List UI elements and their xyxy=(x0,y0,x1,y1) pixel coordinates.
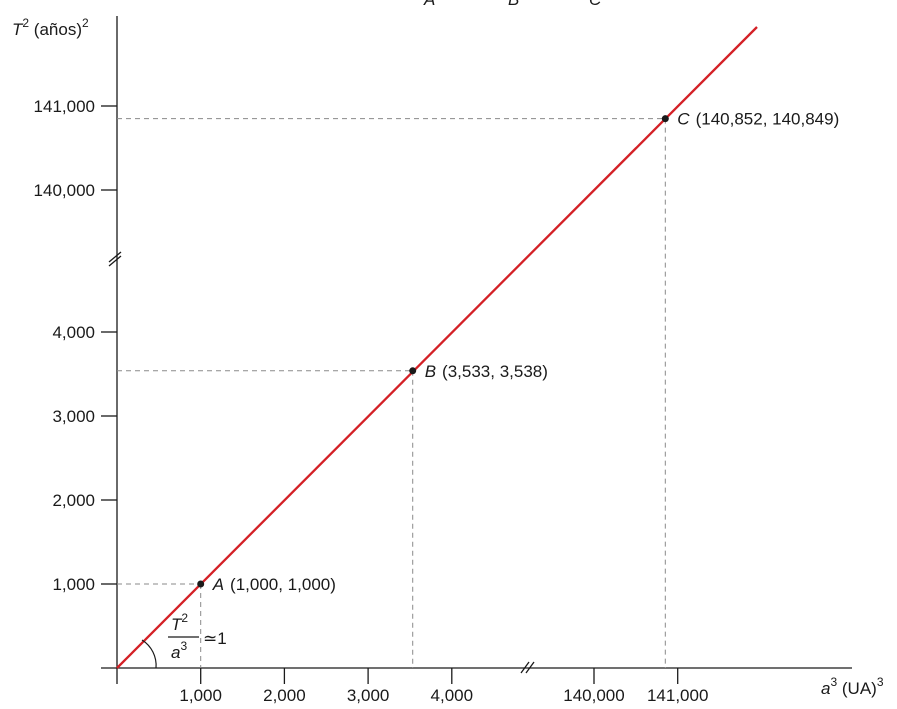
y-axis-break xyxy=(108,251,122,267)
slope-annotation: T2 a3 ≃1 xyxy=(141,611,227,669)
x-tick-label-3-000: 3,000 xyxy=(347,686,390,705)
point-a xyxy=(197,580,205,588)
point-c xyxy=(661,115,669,123)
x-ticks: 1,000 2,000 3,000 4,000 140,000 141,000 xyxy=(179,668,708,705)
slope-numerator: T2 xyxy=(171,611,188,634)
slope-denominator: a3 xyxy=(171,639,187,662)
slope-relation: ≃1 xyxy=(203,629,227,648)
y-tick-label-3-000: 3,000 xyxy=(52,407,95,426)
y-tick-label-1-000: 1,000 xyxy=(52,575,95,594)
x-tick-label-4-000: 4,000 xyxy=(431,686,474,705)
y-axis-label: T2 (años)2 xyxy=(12,16,89,39)
top-caption-letter-c: C xyxy=(589,0,602,9)
point-label-a: A (1,000, 1,000) xyxy=(212,575,336,594)
x-axis-break xyxy=(520,661,535,674)
x-axis-label: a3 (UA)3 xyxy=(821,675,884,698)
top-caption-letter-b: B xyxy=(508,0,519,9)
top-caption-letter-a: A xyxy=(423,0,435,9)
data-points: A (1,000, 1,000) B (3,533, 3,538) C (140,852,… xyxy=(197,110,839,594)
guide-lines xyxy=(117,118,666,668)
y-tick-label-4-000: 4,000 xyxy=(52,323,95,342)
top-caption: A B C xyxy=(423,0,602,9)
x-tick-label-140-000: 140,000 xyxy=(563,686,624,705)
axes xyxy=(101,16,852,684)
point-label-c: C (140,852, 140,849) xyxy=(677,110,839,129)
y-tick-label-2-000: 2,000 xyxy=(52,491,95,510)
y-tick-label-140-000: 140,000 xyxy=(34,181,95,200)
x-tick-label-141-000: 141,000 xyxy=(647,686,708,705)
y-tick-label-141-000: 141,000 xyxy=(34,97,95,116)
y-ticks: 1,000 2,000 3,000 4,000 140,000 141,000 xyxy=(34,97,117,594)
point-label-b: B (3,533, 3,538) xyxy=(425,362,548,381)
slope-angle-arc xyxy=(141,639,157,669)
x-tick-label-1-000: 1,000 xyxy=(179,686,222,705)
point-b xyxy=(409,367,417,375)
fit-line xyxy=(116,26,758,669)
x-tick-label-2-000: 2,000 xyxy=(263,686,306,705)
